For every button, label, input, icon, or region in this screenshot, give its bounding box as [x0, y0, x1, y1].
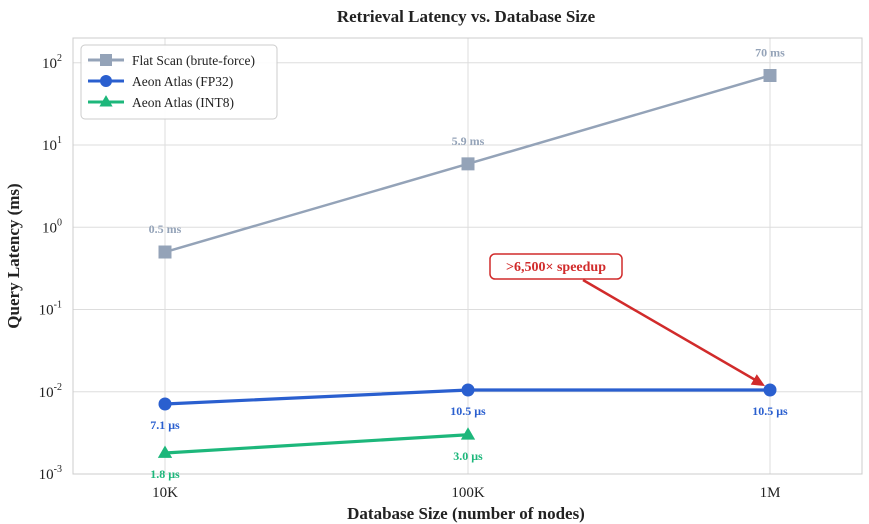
legend-label: Aeon Atlas (FP32) [132, 74, 233, 89]
annotation-arrow-head [750, 374, 765, 387]
data-point [461, 383, 475, 397]
annotation-layer: >6,500× speedup [489, 253, 765, 387]
legend-label: Aeon Atlas (INT8) [132, 95, 234, 110]
series-3: 1.8 μs 3.0 μs [150, 427, 483, 481]
legend-box [80, 44, 278, 120]
legend: Flat Scan (brute-force) Aeon Atlas (FP32)… [80, 44, 278, 120]
data-label: 10.5 μs [450, 404, 486, 418]
data-label: 1.8 μs [150, 467, 180, 481]
y-tick-label: 10-2 [39, 382, 62, 401]
x-tick-label: 100K [451, 485, 485, 501]
data-point [461, 157, 475, 171]
data-label: 7.1 μs [150, 418, 180, 432]
series-1: 0.5 ms 5.9 ms 70 ms [149, 45, 785, 259]
legend-marker [99, 95, 113, 107]
data-point [460, 427, 476, 440]
y-tick-label: 101 [42, 135, 62, 154]
data-label: 0.5 ms [149, 222, 182, 236]
axis-ticks: 10K 100K 1M 10-3 10-2 10-1 100 101 102 [39, 53, 781, 501]
chart-title: Retrieval Latency vs. Database Size [337, 7, 596, 26]
annotation-arrow-line [582, 278, 758, 383]
plot-frame [72, 37, 863, 475]
data-point [763, 383, 777, 397]
legend-item: Flat Scan (brute-force) [88, 53, 255, 68]
y-tick-label: 100 [42, 217, 62, 236]
data-label: 10.5 μs [752, 404, 788, 418]
y-tick-label: 10-3 [39, 464, 62, 483]
data-point [158, 245, 172, 259]
data-label: 70 ms [755, 45, 785, 59]
series-line [164, 433, 469, 455]
y-axis-label: Query Latency (ms) [4, 183, 23, 328]
annotation-text: >6,500× speedup [506, 260, 606, 275]
x-tick-label: 10K [152, 485, 178, 501]
series-2: 7.1 μs 10.5 μs 10.5 μs [150, 383, 788, 432]
series-layer: 0.5 ms 5.9 ms 70 ms 7.1 μs 10.5 μs 10.5 μs 1.8… [149, 45, 788, 481]
data-point [158, 397, 172, 411]
annotation-box [489, 253, 623, 280]
legend-item: Aeon Atlas (FP32) [88, 74, 233, 89]
legend-label: Flat Scan (brute-force) [132, 53, 255, 68]
legend-item: Aeon Atlas (INT8) [88, 95, 234, 110]
legend-marker [100, 54, 112, 66]
data-label: 3.0 μs [453, 449, 483, 463]
x-tick-label: 1M [760, 485, 781, 501]
legend-marker [100, 75, 112, 87]
data-label: 5.9 ms [452, 134, 485, 148]
data-point [157, 445, 173, 458]
data-point [763, 68, 777, 82]
y-tick-label: 10-1 [39, 300, 62, 319]
y-tick-label: 102 [42, 53, 62, 72]
x-axis-label: Database Size (number of nodes) [347, 504, 585, 523]
